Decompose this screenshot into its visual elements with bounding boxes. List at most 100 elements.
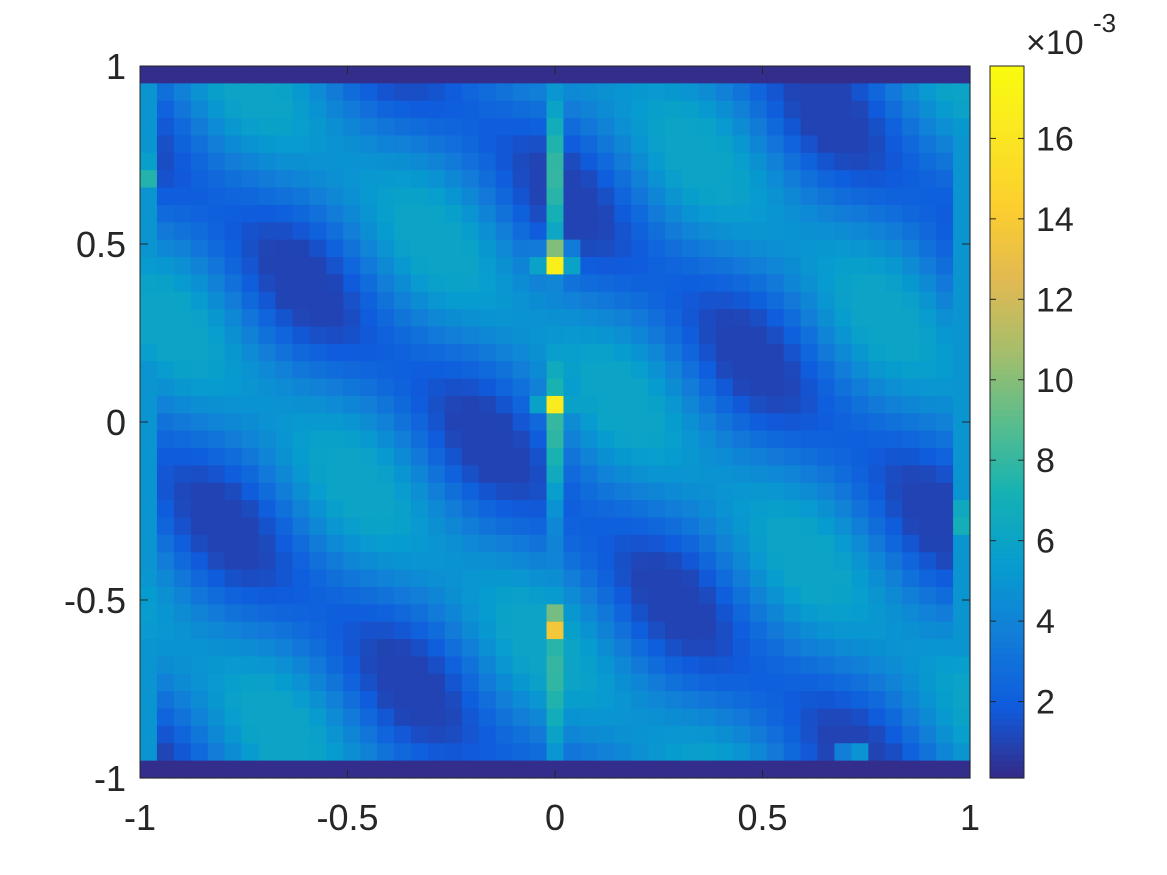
colorbar-segment — [990, 309, 1024, 316]
heatmap-cell — [343, 309, 361, 328]
heatmap-cell — [326, 291, 344, 310]
heatmap-cell — [343, 66, 361, 84]
heatmap-cell — [851, 482, 869, 501]
heatmap-cell — [309, 500, 327, 519]
heatmap-cell — [394, 708, 412, 727]
heatmap-cell — [461, 534, 480, 553]
heatmap-cell — [275, 187, 294, 206]
heatmap-cell — [953, 760, 971, 779]
heatmap-cell — [241, 448, 260, 467]
heatmap-cell — [851, 586, 869, 605]
heatmap-cell — [512, 187, 531, 206]
y-tick-label: 0.5 — [76, 224, 126, 265]
heatmap-cell — [953, 257, 971, 275]
heatmap-cell — [275, 343, 294, 362]
colorbar-tick-label: 2 — [1036, 684, 1055, 722]
heatmap-cell — [258, 66, 277, 84]
heatmap-cell — [936, 448, 954, 467]
heatmap-cell — [444, 135, 463, 154]
heatmap-cell — [631, 639, 649, 658]
heatmap-cell — [427, 673, 446, 692]
heatmap-cell — [140, 430, 158, 449]
heatmap-cell — [360, 239, 378, 258]
heatmap-cell — [140, 621, 158, 640]
heatmap-cell — [258, 534, 277, 553]
heatmap-cell — [800, 291, 819, 310]
heatmap-cell — [241, 708, 260, 727]
heatmap-cell — [902, 517, 920, 536]
heatmap-cell — [631, 309, 649, 328]
colorbar-segment — [990, 582, 1024, 589]
colorbar-segment — [990, 617, 1024, 625]
colorbar-segment — [990, 297, 1024, 304]
heatmap-cell — [834, 760, 853, 779]
heatmap-cell — [156, 413, 175, 432]
heatmap-cell — [241, 500, 260, 519]
heatmap-cell — [851, 326, 869, 345]
heatmap-cell — [427, 83, 446, 102]
heatmap-cell — [563, 725, 582, 744]
heatmap-cell — [817, 309, 836, 328]
colorbar-multiplier-base: ×10 — [1026, 24, 1084, 62]
heatmap-cell — [156, 639, 175, 658]
heatmap-cell — [631, 708, 649, 727]
heatmap-cell — [749, 743, 768, 762]
heatmap-cell — [868, 708, 886, 727]
heatmap-cell — [868, 448, 886, 467]
heatmap-cell — [156, 708, 175, 727]
heatmap-cell — [936, 152, 954, 171]
heatmap-cell — [834, 222, 853, 241]
heatmap-cell — [275, 170, 294, 189]
heatmap-cell — [868, 430, 886, 449]
heatmap-cell — [309, 66, 327, 84]
heatmap-cell — [275, 725, 294, 744]
heatmap-cell — [309, 430, 327, 449]
heatmap-cell — [682, 517, 700, 536]
heatmap-cell — [411, 482, 429, 501]
heatmap-cell — [936, 673, 954, 692]
heatmap-cell — [377, 760, 395, 779]
heatmap-cell — [495, 83, 514, 102]
heatmap-cell — [207, 604, 226, 623]
heatmap-cell — [698, 187, 717, 206]
heatmap-cell — [224, 326, 243, 345]
heatmap-cell — [665, 291, 683, 310]
heatmap-cell — [140, 500, 158, 519]
heatmap-cell — [207, 239, 226, 258]
heatmap-cell — [648, 448, 666, 467]
heatmap-cell — [749, 708, 768, 727]
heatmap-cell — [207, 170, 226, 189]
heatmap-cell — [597, 118, 615, 137]
heatmap-cell — [563, 118, 582, 137]
heatmap-cell — [394, 569, 412, 588]
heatmap-cell — [546, 66, 565, 84]
heatmap-cell — [444, 291, 463, 310]
heatmap-cell — [326, 673, 344, 692]
heatmap-cell — [631, 378, 649, 397]
heatmap-cell — [529, 604, 548, 623]
heatmap-cell — [749, 135, 768, 154]
heatmap-cell — [292, 517, 310, 536]
heatmap-cell — [156, 621, 175, 640]
heatmap-cell — [665, 430, 683, 449]
heatmap-cell — [292, 430, 310, 449]
heatmap-cell — [834, 465, 853, 484]
heatmap-cell — [868, 500, 886, 519]
heatmap-cell — [377, 604, 395, 623]
heatmap-cell — [241, 343, 260, 362]
heatmap-cell — [580, 639, 598, 658]
heatmap-cell — [461, 326, 480, 345]
heatmap-cell — [800, 152, 819, 171]
heatmap-cell — [648, 708, 666, 727]
heatmap-cell — [631, 517, 649, 536]
heatmap-cell — [411, 413, 429, 432]
x-tick-label: 0.5 — [737, 797, 787, 838]
heatmap-cell — [156, 656, 175, 675]
heatmap-cell — [275, 465, 294, 484]
heatmap-cell — [495, 66, 514, 84]
heatmap-cell — [360, 291, 378, 310]
heatmap-cell — [207, 187, 226, 206]
heatmap-cell — [275, 448, 294, 467]
colorbar-segment — [990, 469, 1024, 476]
heatmap-cell — [648, 534, 666, 553]
